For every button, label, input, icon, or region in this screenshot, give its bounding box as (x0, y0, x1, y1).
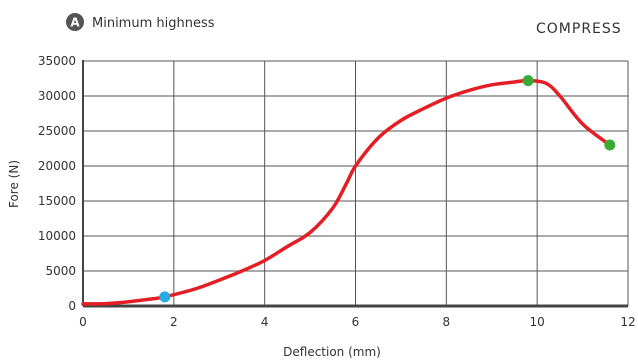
y-tick-label: 5000 (45, 264, 76, 278)
y-tick-label: 0 (68, 299, 76, 313)
series (81, 78, 612, 306)
header: A Minimum highness COMPRESS (66, 13, 622, 37)
x-axis-label: Deflection (mm) (283, 345, 381, 359)
chart-title: Minimum highness (92, 16, 215, 31)
y-tick-label: 20000 (38, 159, 76, 173)
section-badge (66, 13, 84, 31)
x-tick-label: 4 (261, 315, 269, 329)
x-tick-label: 10 (530, 315, 545, 329)
y-axis-label: Fore (N) (7, 160, 21, 208)
data-point-marker (522, 75, 534, 87)
grid (83, 60, 629, 306)
x-tick-label: 6 (352, 315, 360, 329)
y-tick-label: 35000 (38, 54, 76, 68)
y-tick-label: 30000 (38, 89, 76, 103)
y-tick-label: 10000 (38, 229, 76, 243)
x-tick-label: 0 (79, 315, 87, 329)
x-tick-label: 8 (443, 315, 451, 329)
data-point-marker (159, 291, 171, 303)
x-tick-label: 2 (170, 315, 178, 329)
markers (159, 75, 616, 303)
x-tick-label: 12 (620, 315, 635, 329)
section-badge-letter: A (70, 16, 80, 30)
y-tick-label: 15000 (38, 194, 76, 208)
force-curve (81, 78, 612, 306)
axes (82, 60, 628, 308)
data-point-marker (604, 139, 616, 151)
section-heading: COMPRESS (536, 21, 622, 37)
y-tick-label: 25000 (38, 124, 76, 138)
tick-labels: 0 2 4 6 8 10 12 0 5000 10000 15000 20000 25000 30000 3… (38, 54, 636, 329)
